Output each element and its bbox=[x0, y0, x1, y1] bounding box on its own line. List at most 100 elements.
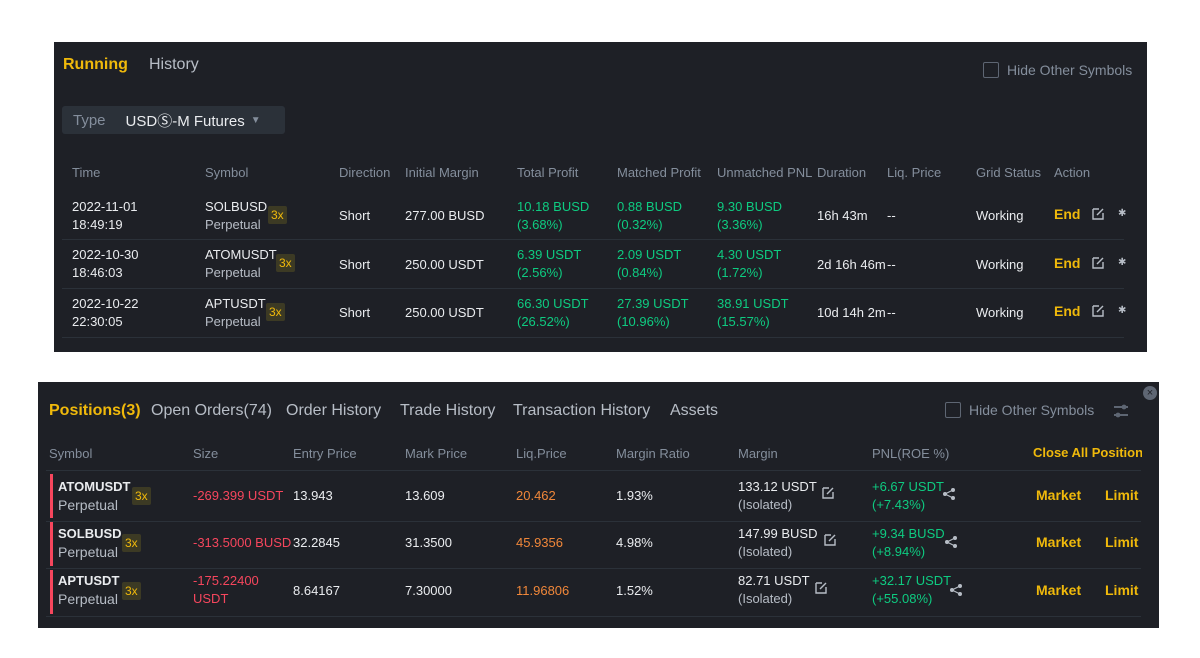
row-initial-margin: 250.00 USDT bbox=[405, 257, 484, 272]
row-divider bbox=[62, 337, 1124, 338]
tab-assets[interactable]: Assets bbox=[670, 402, 719, 419]
col-header-pnl-roe: PNL(ROE %) bbox=[872, 446, 950, 461]
tab-order-history[interactable]: Order History bbox=[286, 402, 382, 419]
row-clock: 18:46:03 bbox=[72, 265, 123, 280]
edit-margin-icon[interactable] bbox=[814, 581, 828, 595]
row-entry-price: 13.943 bbox=[293, 488, 333, 503]
matched-profit-pct: (0.84%) bbox=[617, 265, 663, 280]
row-initial-margin: 250.00 USDT bbox=[405, 305, 484, 320]
hide-other-symbols-checkbox[interactable] bbox=[945, 402, 961, 418]
leverage-badge: 3x bbox=[122, 534, 141, 552]
row-date: 2022-10-22 bbox=[72, 296, 139, 311]
close-all-positions-button[interactable]: Close All Positions bbox=[1033, 445, 1142, 460]
row-margin-ratio: 1.93% bbox=[616, 488, 653, 503]
share-icon[interactable]: ✱ bbox=[1118, 305, 1127, 316]
margin-value: 133.12 USDT bbox=[738, 479, 817, 494]
leverage-badge: 3x bbox=[122, 582, 141, 600]
col-header-liq-price: Liq.Price bbox=[516, 446, 567, 461]
col-header-entry-price: Entry Price bbox=[293, 446, 357, 461]
unmatched-pnl-value: 9.30 BUSD bbox=[717, 199, 783, 214]
limit-close-button[interactable]: Limit bbox=[1105, 487, 1139, 503]
row-clock: 18:49:19 bbox=[72, 217, 123, 232]
matched-profit-pct: (10.96%) bbox=[617, 314, 670, 329]
row-symbol: SOLBUSD Perpetual bbox=[205, 198, 267, 234]
hide-other-symbols-toggle[interactable]: Hide Other Symbols bbox=[945, 402, 1094, 418]
limit-close-button[interactable]: Limit bbox=[1105, 582, 1139, 598]
type-select[interactable]: Type USDⓈ-M Futures ▼ bbox=[62, 106, 285, 134]
row-unmatched-pnl: 4.30 USDT (1.72%) bbox=[717, 246, 781, 282]
row-pnl: +6.67 USDT (+7.43%) bbox=[872, 478, 944, 514]
tab-transaction-history[interactable]: Transaction History bbox=[513, 402, 651, 419]
edit-icon[interactable] bbox=[1091, 207, 1105, 221]
size-unit: USDT bbox=[193, 591, 229, 606]
grid-bots-panel: Running History Hide Other Symbols Type … bbox=[54, 42, 1147, 352]
edit-margin-icon[interactable] bbox=[821, 486, 835, 500]
filter-settings-icon[interactable] bbox=[1112, 402, 1130, 420]
col-header-matched-profit: Matched Profit bbox=[617, 165, 701, 180]
caret-down-icon: ▼ bbox=[250, 114, 261, 126]
row-margin: 82.71 USDT (Isolated) bbox=[738, 572, 810, 608]
row-mark-price: 7.30000 bbox=[405, 583, 452, 598]
tab-history[interactable]: History bbox=[149, 56, 199, 73]
roe-value: (+55.08%) bbox=[872, 591, 933, 606]
row-direction: Short bbox=[339, 257, 371, 272]
end-button[interactable]: End bbox=[1054, 206, 1081, 222]
col-header-unmatched-pnl: Unmatched PNL bbox=[717, 165, 813, 180]
edit-icon[interactable] bbox=[1091, 304, 1105, 318]
edit-icon[interactable] bbox=[1091, 256, 1105, 270]
share-icon[interactable] bbox=[949, 583, 963, 597]
short-position-marker bbox=[50, 474, 53, 518]
row-symbol[interactable]: APTUSDT Perpetual bbox=[58, 572, 119, 608]
row-divider bbox=[46, 616, 1141, 617]
tab-positions[interactable]: Positions(3) bbox=[49, 402, 141, 419]
hide-other-symbols-label: Hide Other Symbols bbox=[969, 402, 1095, 418]
tab-running[interactable]: Running bbox=[63, 56, 128, 73]
col-header-time: Time bbox=[72, 165, 101, 180]
row-total-profit: 6.39 USDT (2.56%) bbox=[517, 246, 581, 282]
tab-open-orders[interactable]: Open Orders(74) bbox=[151, 402, 272, 419]
row-grid-status: Working bbox=[976, 257, 1024, 272]
row-time: 2022-11-01 18:49:19 bbox=[72, 198, 138, 234]
contract-type: Perpetual bbox=[205, 314, 261, 329]
leverage-badge: 3x bbox=[266, 303, 285, 321]
row-symbol[interactable]: ATOMUSDT Perpetual bbox=[58, 478, 130, 514]
contract-type: Perpetual bbox=[205, 265, 261, 280]
col-header-margin-ratio: Margin Ratio bbox=[616, 446, 690, 461]
tab-trade-history[interactable]: Trade History bbox=[400, 402, 496, 419]
edit-margin-icon[interactable] bbox=[823, 533, 837, 547]
row-symbol[interactable]: SOLBUSD Perpetual bbox=[58, 525, 122, 561]
leverage-badge: 3x bbox=[132, 487, 151, 505]
market-close-button[interactable]: Market bbox=[1036, 487, 1082, 503]
contract-type: Perpetual bbox=[58, 591, 118, 607]
row-margin-ratio: 1.52% bbox=[616, 583, 653, 598]
row-time: 2022-10-22 22:30:05 bbox=[72, 295, 139, 331]
limit-close-button[interactable]: Limit bbox=[1105, 534, 1139, 550]
unmatched-pnl-value: 38.91 USDT bbox=[717, 296, 789, 311]
col-header-grid-status: Grid Status bbox=[976, 165, 1042, 180]
row-grid-status: Working bbox=[976, 208, 1024, 223]
share-icon[interactable] bbox=[942, 487, 956, 501]
market-close-button[interactable]: Market bbox=[1036, 582, 1082, 598]
col-header-symbol: Symbol bbox=[205, 165, 249, 180]
share-icon[interactable]: ✱ bbox=[1118, 208, 1127, 219]
row-pnl: +9.34 BUSD (+8.94%) bbox=[872, 525, 945, 561]
close-icon[interactable]: × bbox=[1143, 386, 1157, 400]
share-icon[interactable]: ✱ bbox=[1118, 257, 1127, 268]
row-margin: 133.12 USDT (Isolated) bbox=[738, 478, 817, 514]
hide-other-symbols-checkbox[interactable] bbox=[983, 62, 999, 78]
row-matched-profit: 2.09 USDT (0.84%) bbox=[617, 246, 681, 282]
row-divider bbox=[62, 288, 1124, 289]
hide-other-symbols-toggle[interactable]: Hide Other Symbols bbox=[983, 62, 1132, 78]
row-liq-price: 45.9356 bbox=[516, 535, 563, 550]
unmatched-pnl-value: 4.30 USDT bbox=[717, 247, 782, 262]
symbol-name: SOLBUSD bbox=[205, 199, 268, 214]
row-duration: 16h 43m bbox=[817, 208, 868, 223]
col-header-liq-price: Liq. Price bbox=[887, 165, 942, 180]
matched-profit-value: 27.39 USDT bbox=[617, 296, 689, 311]
end-button[interactable]: End bbox=[1054, 255, 1081, 271]
share-icon[interactable] bbox=[944, 535, 958, 549]
market-close-button[interactable]: Market bbox=[1036, 534, 1082, 550]
end-button[interactable]: End bbox=[1054, 303, 1081, 319]
symbol-name: ATOMUSDT bbox=[205, 247, 277, 262]
row-matched-profit: 0.88 BUSD (0.32%) bbox=[617, 198, 682, 234]
